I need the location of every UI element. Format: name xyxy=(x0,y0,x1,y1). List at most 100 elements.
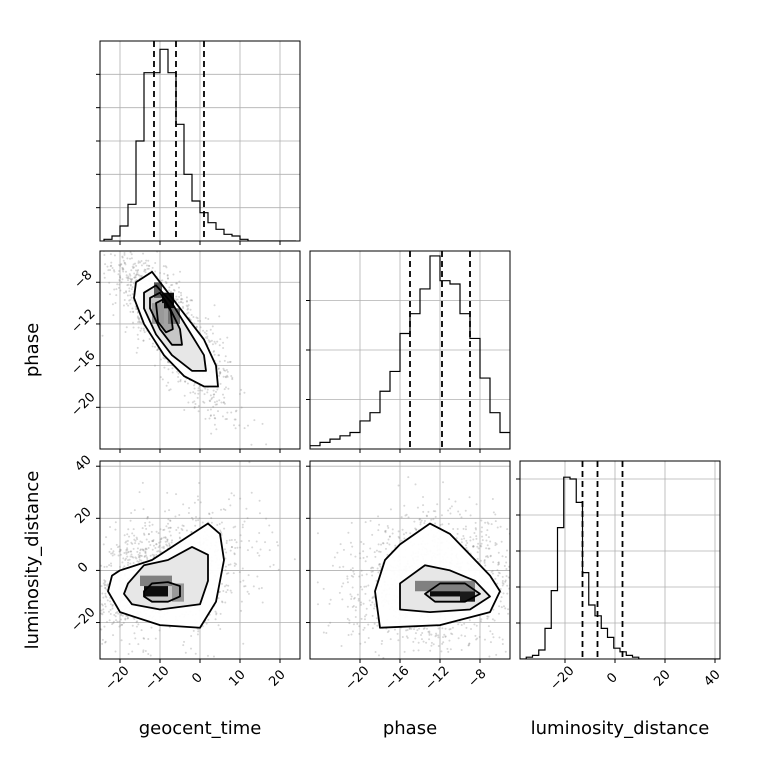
scatter-point xyxy=(219,627,222,630)
scatter-point xyxy=(111,604,114,607)
scatter-point xyxy=(350,521,353,524)
scatter-point xyxy=(102,596,105,599)
scatter-point xyxy=(239,546,242,549)
scatter-point xyxy=(123,298,126,301)
scatter-point xyxy=(139,540,142,543)
scatter-point xyxy=(130,280,133,283)
scatter-point xyxy=(417,649,420,652)
scatter-point xyxy=(129,283,132,286)
scatter-point xyxy=(166,544,169,547)
scatter-point xyxy=(387,538,390,541)
scatter-point xyxy=(384,531,387,534)
scatter-point xyxy=(208,513,211,516)
scatter-point xyxy=(126,548,129,551)
scatter-point xyxy=(64,593,66,595)
scatter-point xyxy=(422,504,425,507)
scatter-point xyxy=(122,557,125,560)
scatter-point xyxy=(214,417,217,420)
scatter-point xyxy=(96,220,98,222)
scatter-point xyxy=(219,371,222,374)
scatter-point xyxy=(215,613,218,616)
scatter-point xyxy=(342,548,345,551)
scatter-point xyxy=(464,525,467,528)
scatter-point xyxy=(386,631,389,634)
scatter-point xyxy=(114,521,117,524)
scatter-point xyxy=(204,387,207,390)
scatter-point xyxy=(396,632,399,635)
scatter-point xyxy=(221,601,224,604)
scatter-point xyxy=(120,613,123,616)
scatter-point xyxy=(360,617,363,620)
scatter-point xyxy=(133,272,136,275)
scatter-point xyxy=(247,574,250,577)
scatter-point xyxy=(168,530,171,533)
scatter-point xyxy=(120,614,123,617)
scatter-point xyxy=(389,508,392,511)
scatter-point xyxy=(541,599,543,601)
scatter-point xyxy=(378,523,381,526)
scatter-point xyxy=(183,640,186,643)
scatter-point xyxy=(503,564,506,567)
scatter-point xyxy=(437,644,440,647)
scatter-point xyxy=(414,527,417,530)
scatter-point xyxy=(341,598,344,601)
scatter-point xyxy=(371,570,374,573)
scatter-point xyxy=(204,336,207,339)
scatter-point xyxy=(469,536,472,539)
scatter-point xyxy=(190,299,193,302)
scatter-point xyxy=(113,254,116,257)
scatter-point xyxy=(117,286,120,289)
scatter-point xyxy=(373,596,376,599)
scatter-point xyxy=(111,607,114,610)
scatter-point xyxy=(491,497,494,500)
scatter-point xyxy=(166,277,169,280)
scatter-point xyxy=(338,566,341,569)
scatter-point xyxy=(489,630,492,633)
scatter-point xyxy=(265,517,268,520)
scatter-point xyxy=(137,542,140,545)
scatter-point xyxy=(454,500,457,503)
scatter-point xyxy=(222,401,225,404)
scatter-point xyxy=(218,344,221,347)
scatter-point xyxy=(528,565,530,567)
scatter-point xyxy=(181,301,184,304)
scatter-point xyxy=(451,633,454,636)
scatter-point xyxy=(373,622,376,625)
scatter-point xyxy=(239,534,242,537)
scatter-point xyxy=(434,515,437,518)
scatter-point xyxy=(190,647,193,650)
scatter-point xyxy=(539,610,541,612)
scatter-point xyxy=(144,271,147,274)
scatter-point xyxy=(331,564,334,567)
contour-line xyxy=(424,582,481,603)
scatter-point xyxy=(131,650,134,653)
scatter-point xyxy=(177,380,180,383)
scatter-point xyxy=(112,314,115,317)
scatter-point xyxy=(230,411,233,414)
scatter-point xyxy=(316,532,319,535)
scatter-point xyxy=(61,599,63,601)
scatter-point xyxy=(125,549,128,552)
scatter-point xyxy=(365,573,368,576)
scatter-point xyxy=(104,583,107,586)
scatter-point xyxy=(481,535,484,538)
scatter-point xyxy=(193,406,196,409)
scatter-point xyxy=(532,580,534,582)
scatter-point xyxy=(108,293,111,296)
scatter-point xyxy=(211,332,214,335)
scatter-point xyxy=(258,587,261,590)
scatter-point xyxy=(117,232,119,234)
scatter-point xyxy=(362,602,365,605)
scatter-point xyxy=(130,269,133,272)
scatter-point xyxy=(414,637,417,640)
scatter-point xyxy=(514,546,516,548)
scatter-point xyxy=(124,541,127,544)
scatter-point xyxy=(147,259,150,262)
scatter-point xyxy=(218,370,221,373)
scatter-point xyxy=(369,519,372,522)
panel-body xyxy=(103,41,296,241)
scatter-point xyxy=(162,545,165,548)
x-tick-label: 0 xyxy=(189,670,205,686)
scatter-point xyxy=(109,526,112,529)
scatter-point xyxy=(575,563,577,565)
